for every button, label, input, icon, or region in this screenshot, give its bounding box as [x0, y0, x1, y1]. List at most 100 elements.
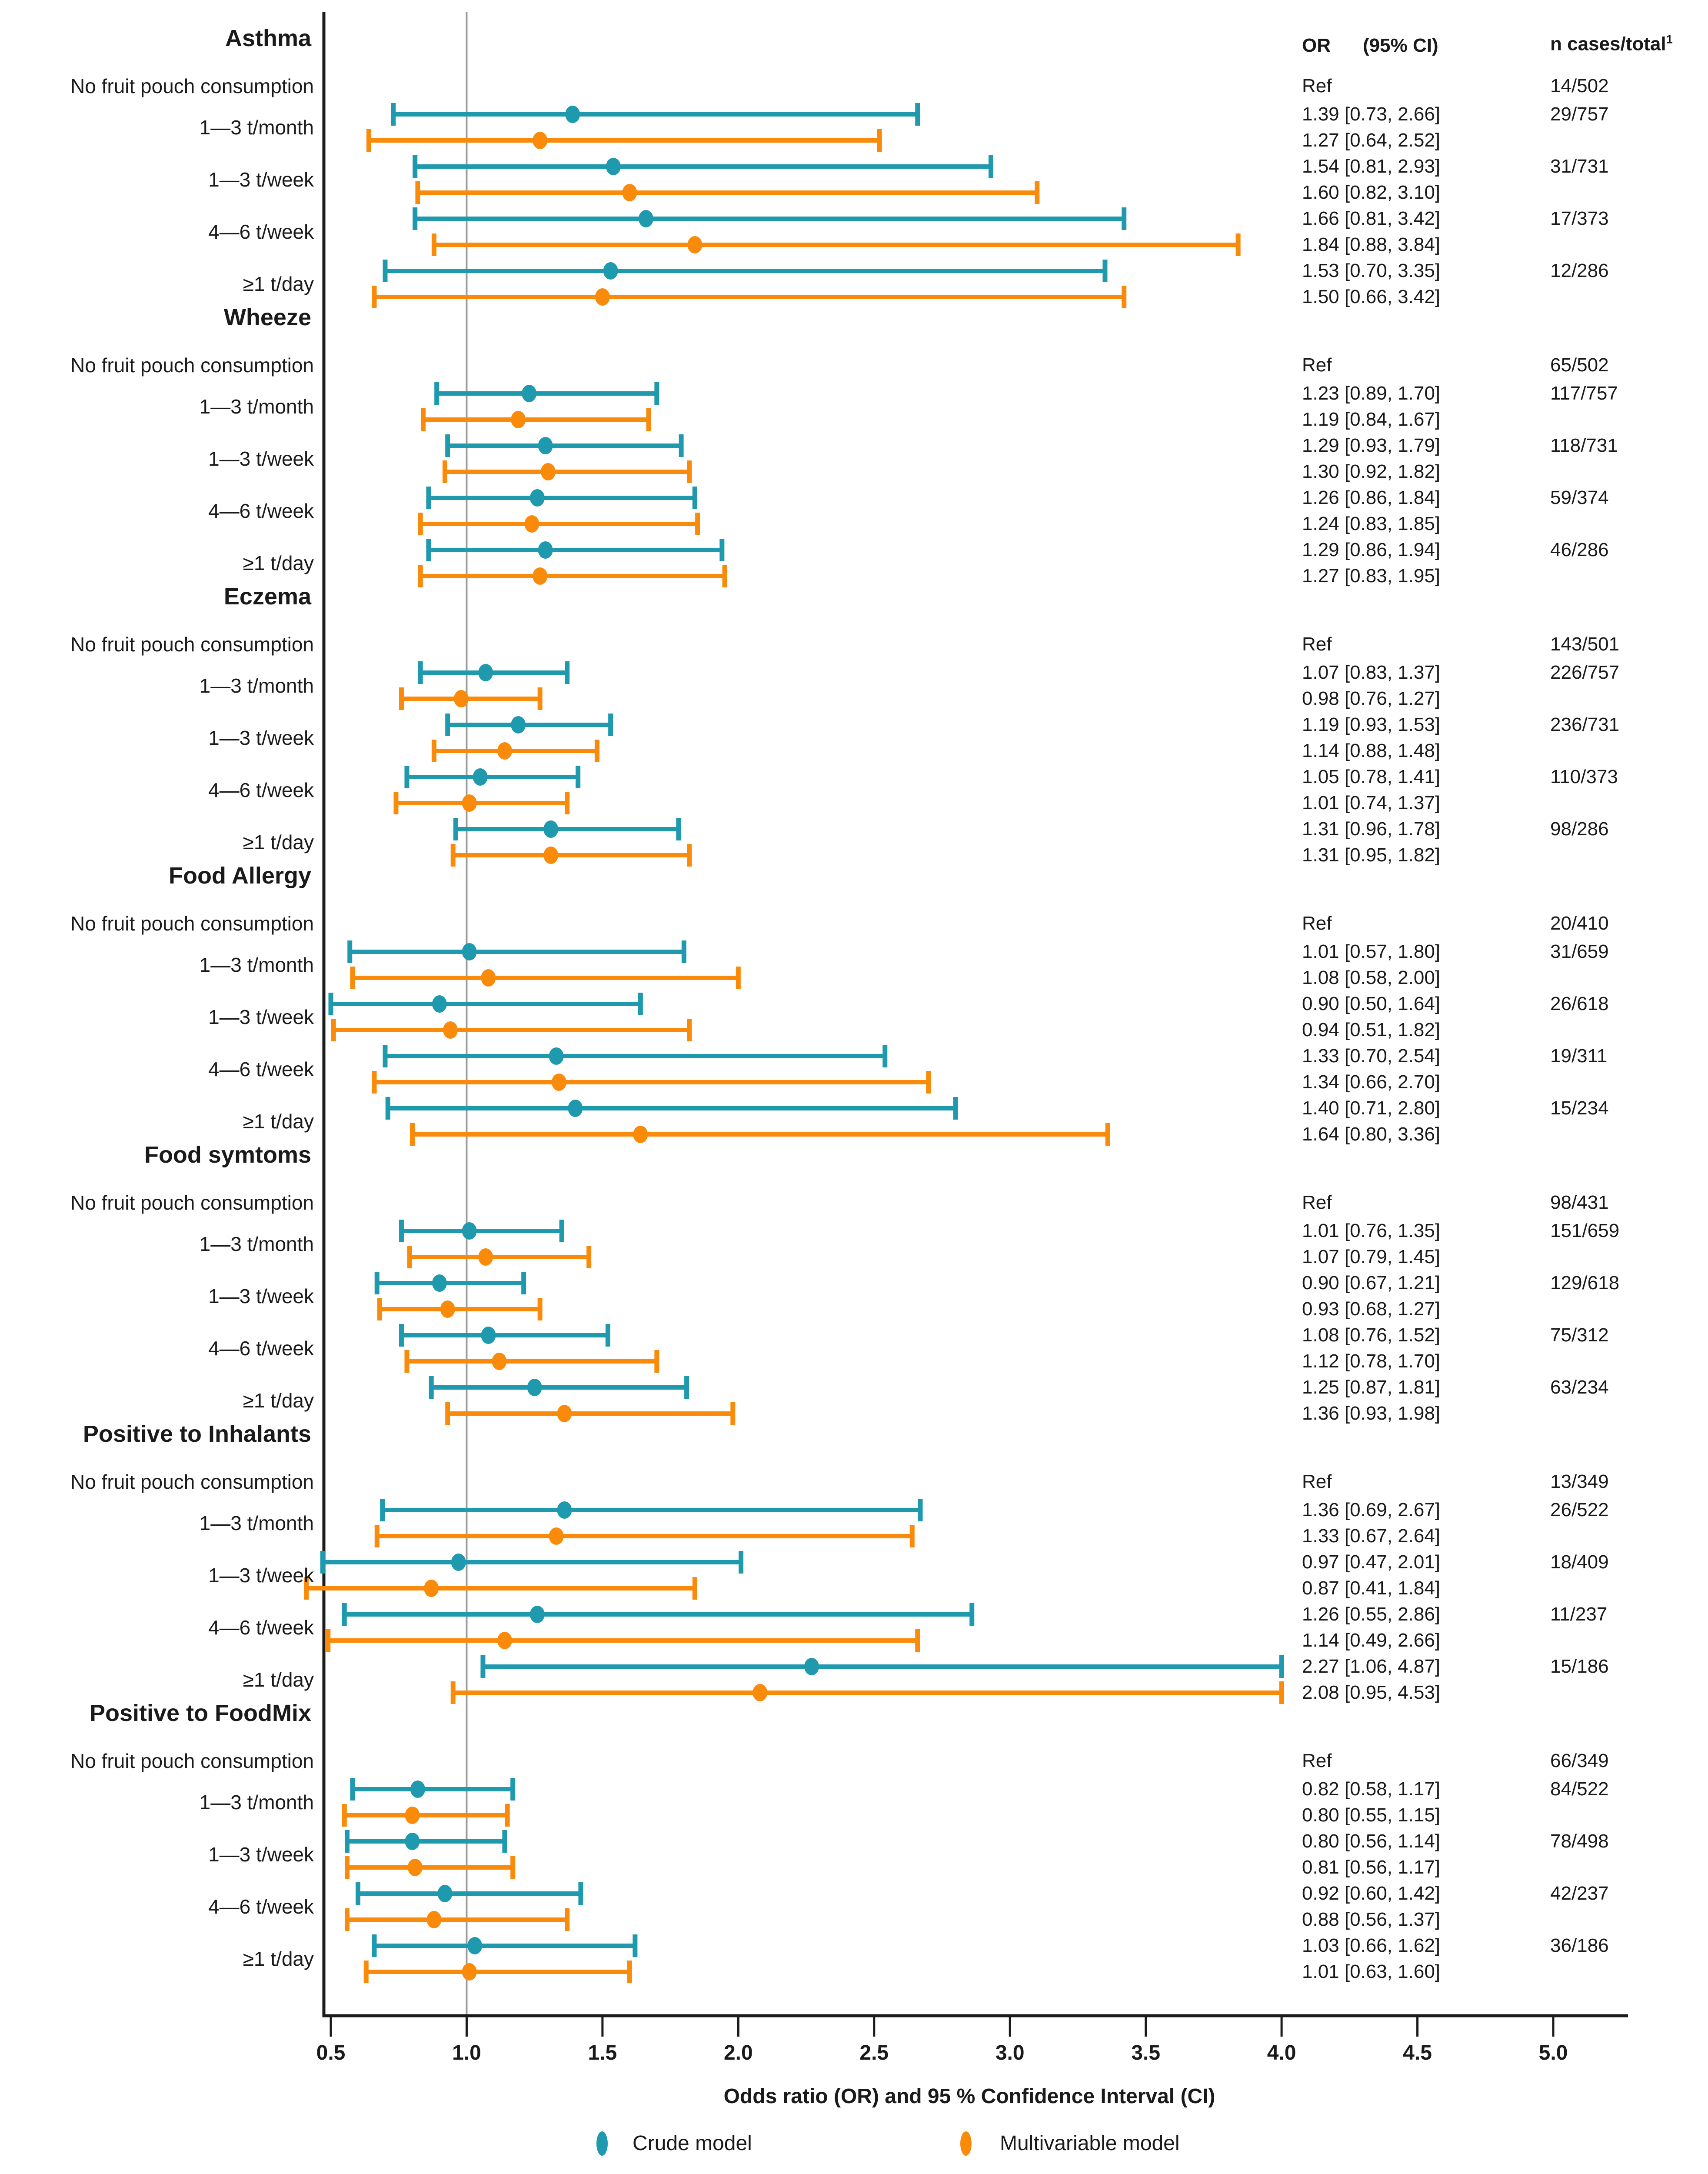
multivariable-ci [418, 565, 727, 587]
multivariable-ci [374, 1525, 915, 1547]
or-value-multivariable: 1.60 [0.82, 3.10] [1302, 182, 1441, 203]
crude-ci-point [437, 1885, 453, 1902]
multivariable-ci [377, 1298, 543, 1320]
ncases-value: 31/659 [1550, 941, 1609, 962]
multivariable-ci [450, 844, 692, 867]
crude-ci-point [473, 768, 488, 786]
multivariable-ci-point [622, 184, 637, 201]
legend-label-multivariable: Multivariable model [1000, 2132, 1180, 2155]
ci-column-header: (95% CI) [1363, 35, 1438, 56]
multivariable-ci [404, 1350, 659, 1373]
row-label-category: 4—6 t/week [208, 1337, 314, 1360]
crude-ci-point [522, 385, 537, 402]
section-header: Positive to Inhalants [83, 1421, 311, 1447]
ncases-value: 29/757 [1550, 103, 1609, 125]
crude-ci-point [529, 489, 545, 507]
crude-ci-point [432, 1274, 447, 1292]
row-label-category: 4—6 t/week [208, 1058, 314, 1080]
multivariable-ci-point [524, 515, 539, 533]
ncases-value: 26/618 [1550, 993, 1609, 1014]
section-header: Eczema [223, 584, 311, 610]
or-value-crude: 0.97 [0.47, 2.01] [1302, 1551, 1441, 1573]
row-label-reference: No fruit pouch consumption [70, 1750, 314, 1772]
or-value-crude: 1.01 [0.76, 1.35] [1302, 1220, 1441, 1241]
ncases-value: 15/186 [1550, 1656, 1609, 1677]
or-value-multivariable: 0.81 [0.56, 1.17] [1302, 1857, 1441, 1878]
crude-ci-point [543, 820, 559, 838]
multivariable-ci [450, 1681, 1284, 1704]
x-axis-tick-label: 1.5 [588, 2041, 617, 2064]
multivariable-ci [410, 1123, 1110, 1146]
ncases-value: 226/757 [1550, 662, 1620, 683]
row-label-category: 1—3 t/month [199, 1791, 314, 1814]
crude-ci [453, 818, 681, 840]
crude-ci [383, 260, 1108, 282]
or-value-crude: 1.07 [0.83, 1.37] [1302, 662, 1441, 683]
multivariable-ci [431, 233, 1241, 256]
crude-ci [391, 103, 920, 126]
or-value-crude: 1.29 [0.86, 1.94] [1302, 539, 1441, 560]
multivariable-ci [415, 181, 1040, 204]
row-label-category: 1—3 t/month [199, 116, 314, 139]
row-label-category: ≥1 t/day [243, 273, 314, 295]
row-label-category: 1—3 t/week [208, 727, 314, 749]
or-value-crude: 1.53 [0.70, 3.35] [1302, 260, 1441, 281]
x-axis-tick-label: 4.0 [1267, 2041, 1296, 2064]
or-value-crude: 1.25 [0.87, 1.81] [1302, 1377, 1441, 1398]
crude-ci-point [549, 1047, 564, 1065]
crude-ci [445, 434, 684, 457]
crude-ci [320, 1551, 744, 1574]
or-value-crude: 0.80 [0.56, 1.14] [1302, 1831, 1441, 1852]
multivariable-ci-point [595, 288, 610, 306]
crude-ci [372, 1934, 638, 1957]
ncases-value: 75/312 [1550, 1324, 1609, 1346]
multivariable-ci [418, 513, 700, 535]
crude-ci [350, 1778, 516, 1801]
ncases-value: 78/498 [1550, 1831, 1609, 1852]
x-axis-tick-label: 3.5 [1131, 2041, 1161, 2064]
multivariable-ci-point [478, 1248, 493, 1266]
row-label-category: ≥1 t/day [243, 1389, 314, 1412]
multivariable-ci [393, 792, 570, 814]
row-label-category: 1—3 t/week [208, 1285, 314, 1307]
section-header: Positive to FoodMix [89, 1700, 311, 1726]
multivariable-ci [442, 460, 692, 483]
x-axis-tick-label: 1.0 [452, 2041, 481, 2064]
section-header: Wheeze [223, 304, 311, 330]
or-value-crude: 1.36 [0.69, 2.67] [1302, 1499, 1441, 1520]
ncases-value: 18/409 [1550, 1551, 1609, 1573]
row-label-category: 1—3 t/week [208, 1006, 314, 1028]
crude-ci-point [529, 1606, 545, 1623]
or-value-crude: 1.26 [0.55, 2.86] [1302, 1604, 1441, 1625]
or-value-multivariable: 1.08 [0.58, 2.00] [1302, 967, 1441, 988]
or-value-crude: 1.23 [0.89, 1.70] [1302, 383, 1441, 404]
multivariable-ci-point [687, 236, 703, 253]
crude-ci [342, 1603, 975, 1626]
crude-ci [380, 1499, 923, 1521]
ncases-value: 15/234 [1550, 1097, 1609, 1119]
or-value-crude: 1.08 [0.76, 1.52] [1302, 1324, 1441, 1346]
crude-ci [418, 661, 570, 684]
crude-ci-point [565, 106, 580, 123]
multivariable-ci [304, 1577, 697, 1600]
ncases-value: 19/311 [1550, 1045, 1608, 1067]
or-value-crude: 1.66 [0.81, 3.42] [1302, 208, 1441, 229]
or-value-multivariable: 1.24 [0.83, 1.85] [1302, 513, 1441, 534]
or-value-multivariable: 1.36 [0.93, 1.98] [1302, 1403, 1441, 1424]
ncases-value: 31/731 [1550, 156, 1609, 177]
or-value-multivariable: 1.64 [0.80, 3.36] [1302, 1124, 1441, 1145]
x-axis-tick-label: 4.5 [1403, 2041, 1432, 2064]
crude-ci [413, 207, 1127, 230]
ncases-header-footnote-marker: 1 [1666, 32, 1673, 46]
or-value-reference: Ref [1302, 1471, 1332, 1492]
multivariable-ci [344, 1908, 570, 1931]
ncases-value: 84/522 [1550, 1778, 1609, 1800]
multivariable-ci-point [426, 1911, 442, 1928]
crude-ci [374, 1272, 526, 1294]
or-value-multivariable: 0.94 [0.51, 1.82] [1302, 1019, 1441, 1040]
multivariable-ci-point [551, 1074, 566, 1091]
crude-ci-point [606, 158, 621, 175]
or-value-multivariable: 1.33 [0.67, 2.64] [1302, 1525, 1441, 1547]
section-header: Food symtoms [144, 1142, 311, 1168]
or-value-reference: Ref [1302, 1192, 1332, 1213]
